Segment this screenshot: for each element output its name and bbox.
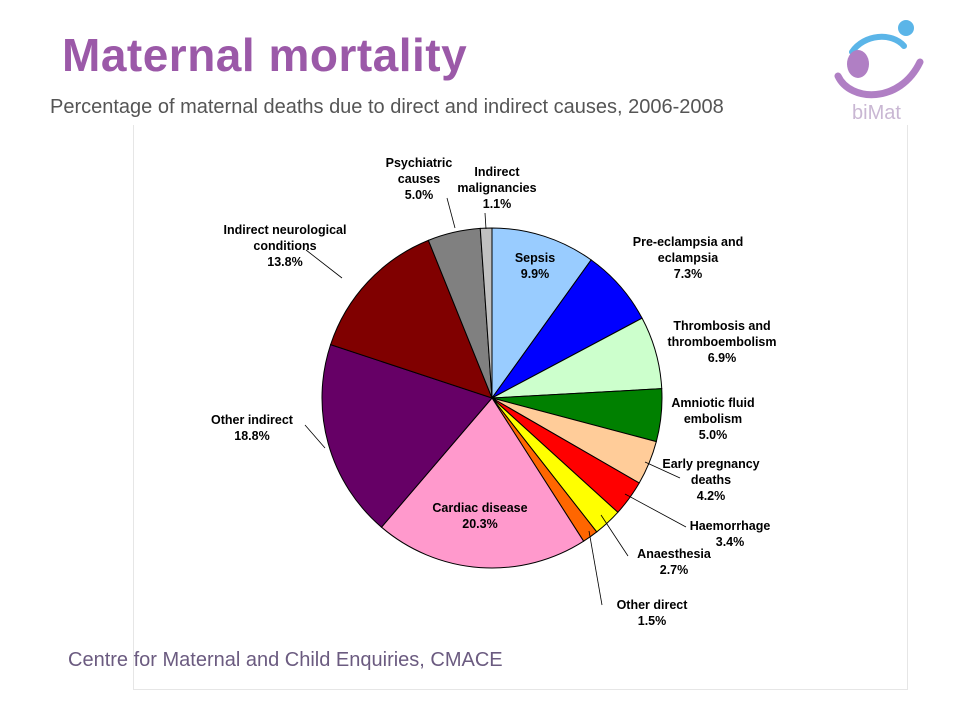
slice-label-indirect-malignancies: Indirect malignancies 1.1% — [457, 165, 536, 211]
slice-label-indirect-neurological-conditions: Indirect neurological conditions 13.8% — [224, 223, 347, 269]
pie-labels: Sepsis 9.9% Pre-eclampsia and eclampsia 7.3%… — [211, 156, 777, 628]
leader-line-indirect-neurological-conditions — [305, 249, 343, 279]
leader-line-psychiatric-causes — [446, 197, 456, 229]
leader-line-anaesthesia — [600, 514, 629, 557]
slice-label-other-direct: Other direct 1.5% — [617, 598, 689, 628]
slice-label-haemorrhage: Haemorrhage 3.4% — [690, 519, 771, 549]
leader-line-early-pregnancy-deaths — [644, 461, 681, 479]
leader-line-other-indirect — [304, 424, 326, 449]
slice-label-anaesthesia: Anaesthesia 2.7% — [637, 547, 712, 577]
slice-label-early-pregnancy-deaths: Early pregnancy deaths 4.2% — [662, 457, 759, 503]
leader-line-haemorrhage — [624, 493, 687, 528]
slice-label-psychiatric-causes: Psychiatric causes 5.0% — [386, 156, 453, 202]
pie-slice-cardiac-disease — [380, 397, 585, 569]
slice-label-other-indirect: Other indirect 18.8% — [211, 413, 294, 443]
slide-title: Maternal mortality — [62, 29, 468, 81]
pie-leader-lines — [304, 197, 687, 606]
pie-slice-sepsis — [491, 227, 592, 400]
leader-line-other-direct — [588, 530, 603, 606]
logo-icon — [834, 20, 924, 99]
slice-label-cardiac-disease: Cardiac disease 20.3% — [432, 501, 527, 531]
slice-label-thrombosis-and-thromboembolism: Thrombosis and thromboembolism 6.9% — [667, 319, 776, 365]
pie-slice-other-indirect — [321, 344, 493, 528]
source-credit: Centre for Maternal and Child Enquiries,… — [68, 649, 503, 671]
logo-text: biMat — [852, 102, 901, 124]
slice-label-sepsis: Sepsis 9.9% — [515, 251, 555, 281]
slice-label-pre-eclampsia-and-eclampsia: Pre-eclampsia and eclampsia 7.3% — [633, 235, 743, 281]
leader-line-indirect-malignancies — [484, 212, 487, 230]
slice-label-amniotic-fluid-embolism: Amniotic fluid embolism 5.0% — [671, 396, 754, 442]
pie-slice-indirect-neurological-conditions — [329, 239, 493, 399]
pie-slices — [321, 227, 663, 569]
slide-subtitle: Percentage of maternal deaths due to dir… — [50, 96, 724, 118]
